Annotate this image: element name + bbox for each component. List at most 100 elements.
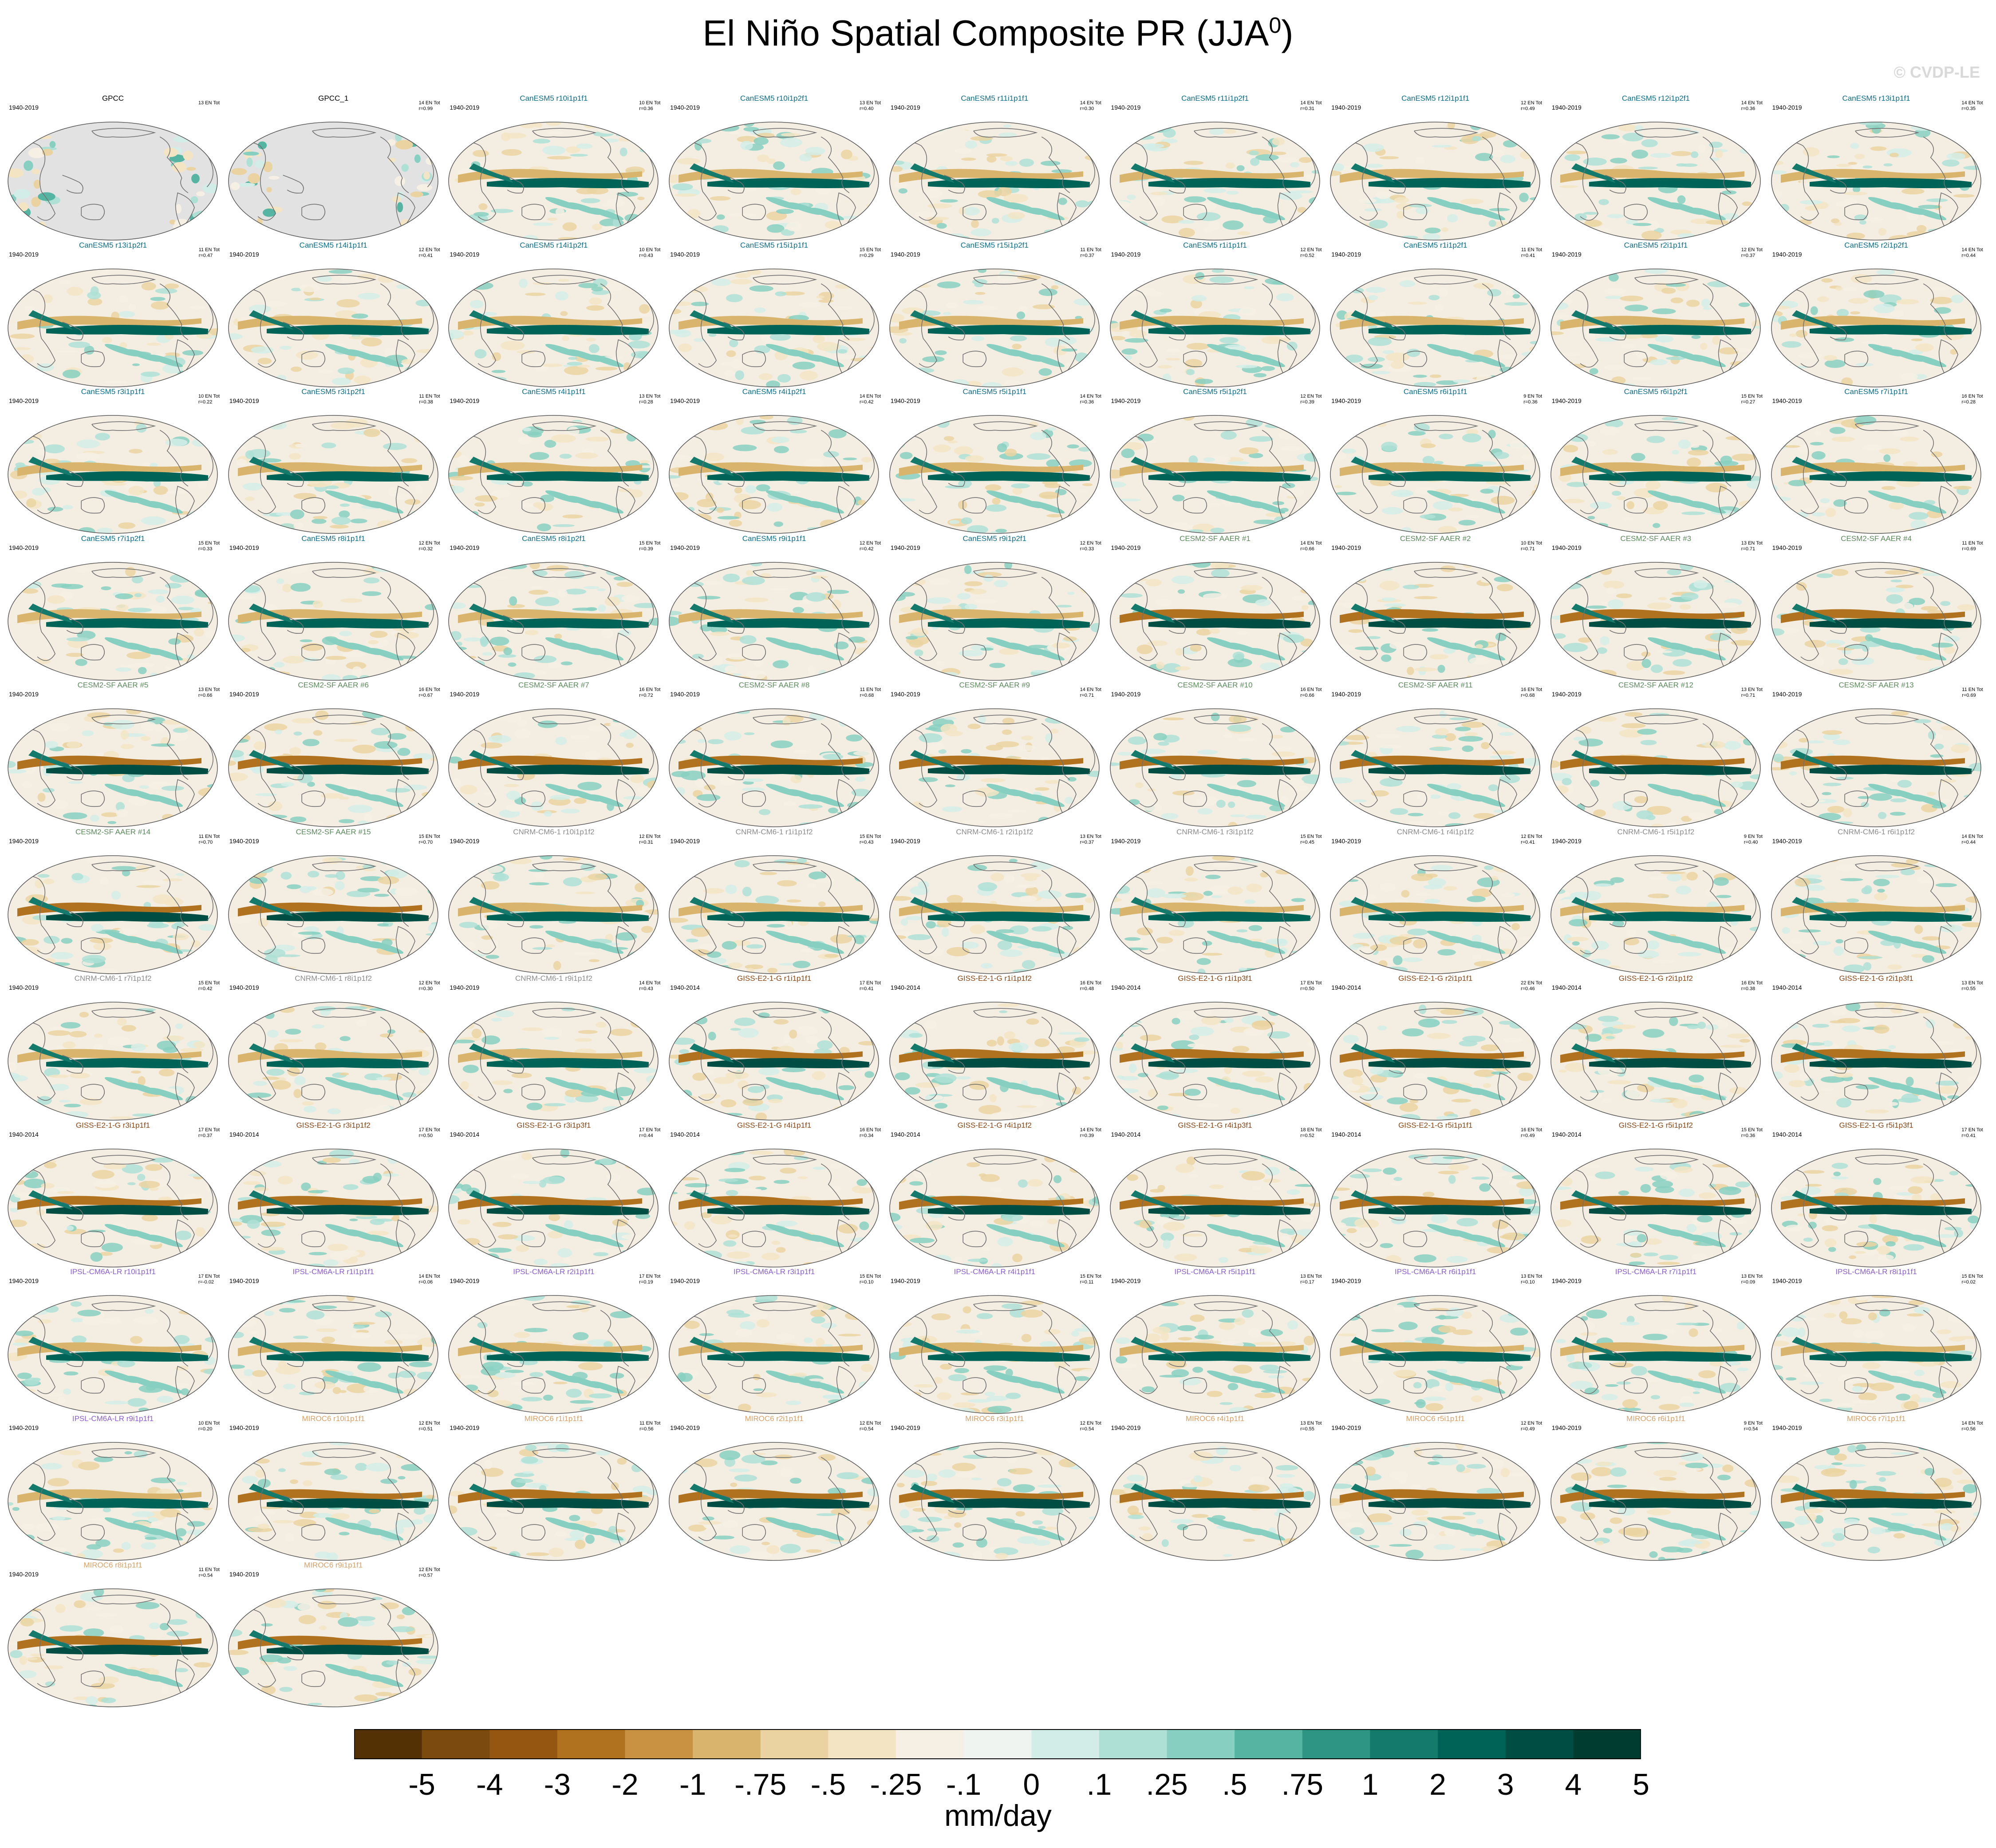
panel-correlation: r=0.36	[639, 106, 653, 111]
anomaly-blob	[863, 959, 876, 964]
anomaly-blob	[1245, 814, 1266, 819]
panel-stats: 13 EN Tot r=0.28	[639, 394, 660, 405]
coastline	[1605, 468, 1626, 487]
anomaly-blob	[1462, 433, 1482, 442]
map-field	[889, 562, 1099, 680]
anomaly-blob	[1515, 122, 1532, 132]
map-field	[228, 855, 438, 974]
coastline	[395, 339, 415, 376]
anomaly-blob	[1010, 483, 1030, 489]
anomaly-blob	[597, 588, 606, 591]
anomaly-blob	[175, 873, 185, 876]
anomaly-blob	[1525, 501, 1540, 507]
coastline	[380, 870, 409, 927]
anomaly-blob	[669, 955, 687, 959]
anomaly-blob	[724, 731, 742, 741]
anomaly-blob	[1139, 857, 1162, 864]
anomaly-blob	[1779, 272, 1803, 281]
anomaly-blob	[1953, 722, 1965, 727]
anomaly-blob	[889, 896, 911, 901]
map-field	[1771, 269, 1981, 387]
anomaly-blob	[470, 281, 494, 290]
anomaly-blob	[1437, 664, 1445, 673]
anomaly-blob	[1573, 372, 1588, 382]
coastline	[1718, 779, 1738, 816]
anomaly-blob	[724, 370, 735, 376]
anomaly-blob	[1707, 280, 1731, 287]
anomaly-blob	[1883, 454, 1890, 462]
anomaly-blob	[506, 790, 521, 800]
map-panel: GPCC_1 14 EN Tot r=0.99	[223, 94, 444, 241]
anomaly-blob	[1110, 282, 1124, 290]
wet-anomaly-band	[487, 178, 649, 188]
anomaly-blob	[1124, 937, 1140, 941]
coastline	[503, 174, 525, 193]
coastline	[723, 615, 745, 634]
anomaly-blob	[178, 269, 199, 272]
anomaly-blob	[63, 812, 87, 820]
coastline	[230, 141, 276, 221]
panel-correlation: r=0.30	[1080, 106, 1094, 111]
anomaly-blob	[900, 918, 908, 926]
coastline	[1262, 430, 1290, 487]
coastline	[159, 577, 189, 633]
anomaly-blob	[724, 665, 738, 673]
anomaly-blob	[1868, 197, 1902, 210]
panel-stats: 14 EN Tot r=0.42	[860, 394, 881, 405]
anomaly-blob	[325, 783, 359, 797]
anomaly-blob	[914, 649, 923, 656]
anomaly-blob	[1331, 677, 1357, 680]
anomaly-blob	[267, 673, 284, 679]
coastline	[1826, 468, 1847, 487]
anomaly-blob	[449, 380, 466, 385]
map-panel: CESM2-SF AAER #1 1940-2019 14 EN Tot r=0.66	[1105, 534, 1325, 681]
map-field	[8, 269, 217, 387]
panel-title: CanESM5 r11i1p2f1	[1181, 94, 1249, 103]
coastline	[81, 937, 105, 954]
panel-event-count: 13 EN Tot	[198, 100, 220, 106]
anomaly-blob	[188, 669, 209, 674]
anomaly-blob	[544, 811, 552, 817]
anomaly-blob	[289, 747, 301, 756]
anomaly-blob	[843, 457, 857, 461]
map-outline	[889, 561, 1100, 681]
anomaly-blob	[1365, 286, 1386, 293]
anomaly-blob	[1827, 806, 1845, 813]
anomaly-blob	[1330, 562, 1345, 565]
anomaly-blob	[1484, 865, 1494, 870]
map-outline	[669, 122, 879, 241]
panel-event-count: 11 EN Tot	[198, 247, 220, 253]
anomaly-blob	[130, 1070, 142, 1074]
anomaly-blob	[1591, 940, 1609, 950]
map-field	[1550, 562, 1760, 680]
anomaly-blob	[245, 496, 255, 501]
anomaly-blob	[1502, 892, 1515, 897]
anomaly-blob	[1382, 350, 1394, 354]
anomaly-blob	[1370, 944, 1387, 951]
anomaly-blob	[1890, 642, 1924, 655]
coastline	[973, 128, 1038, 138]
anomaly-blob	[830, 934, 852, 944]
anomaly-blob	[1550, 813, 1563, 816]
panel-stats: 13 EN Tot	[198, 100, 220, 106]
panel-correlation: r=0.44	[1961, 253, 1976, 258]
coastline	[301, 937, 325, 954]
panel-correlation: r=0.33	[198, 546, 213, 552]
anomaly-blob	[1046, 459, 1060, 468]
anomaly-blob	[1790, 939, 1803, 944]
panel-stats: 11 EN Tot r=0.37	[1081, 247, 1101, 259]
panel-stats: 16 EN Tot r=0.28	[1961, 394, 1983, 405]
anomaly-blob	[239, 515, 249, 520]
anomaly-blob	[1559, 581, 1582, 589]
anomaly-blob	[1519, 936, 1534, 940]
anomaly-blob	[423, 171, 430, 180]
anomaly-blob	[333, 738, 358, 742]
anomaly-blob	[1975, 383, 1981, 387]
anomaly-blob	[491, 270, 500, 276]
panel-event-count: 13 EN Tot	[639, 394, 661, 399]
coastline	[671, 288, 717, 367]
map-outline	[1330, 708, 1540, 827]
map-panel: CanESM5 r10i1p2f1 1940-2019 13 EN Tot r=0.4…	[664, 94, 884, 241]
anomaly-blob	[1085, 574, 1098, 580]
anomaly-blob	[15, 462, 25, 467]
